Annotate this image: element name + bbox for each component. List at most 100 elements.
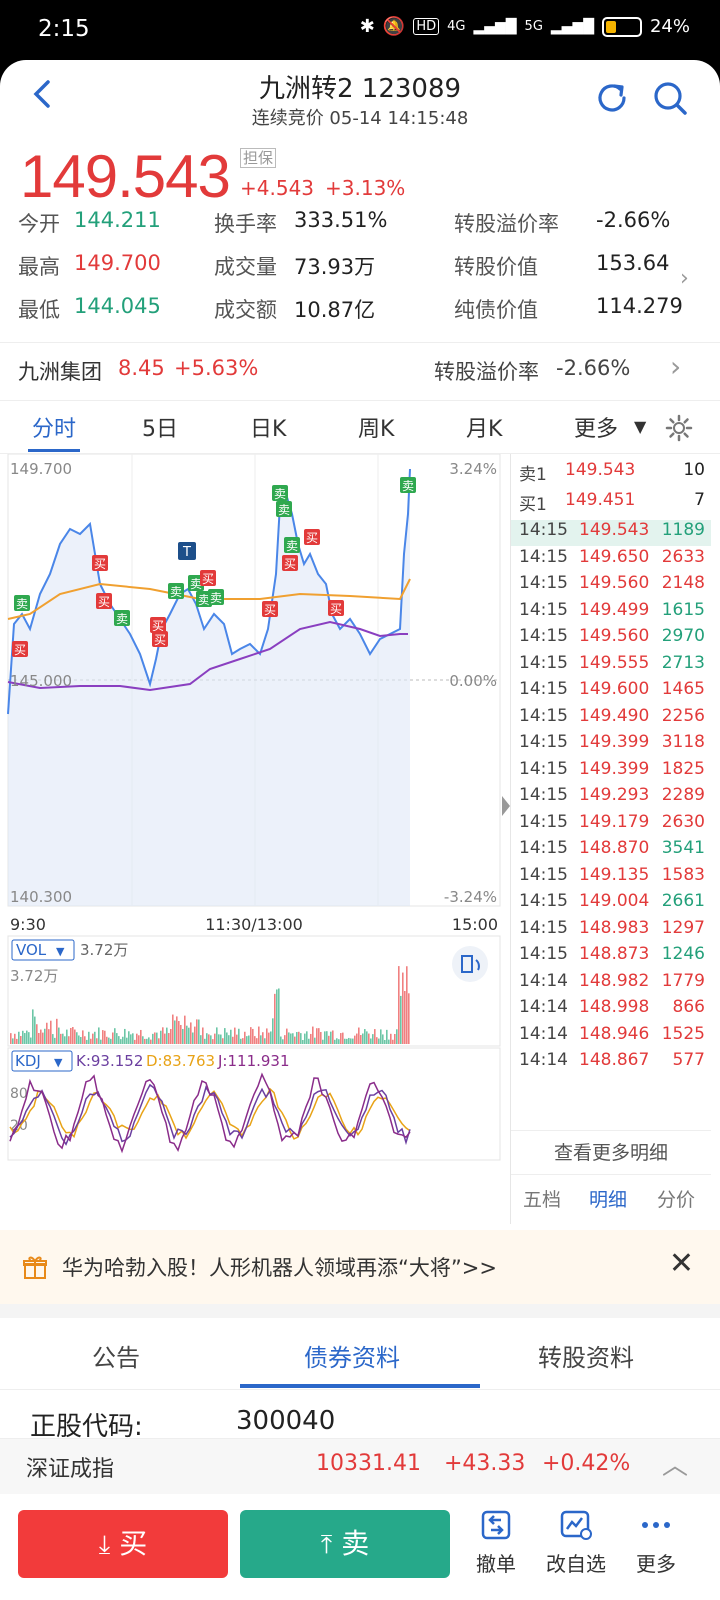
news-banner[interactable]: 华为哈勃入股！人形机器人领域再添“大将”>> ✕	[0, 1230, 720, 1304]
rotate-screen-icon[interactable]	[452, 946, 488, 982]
tick-row: 14:15 149.135 1583	[511, 865, 711, 891]
volume-bar	[340, 1033, 342, 1044]
close-icon[interactable]: ✕	[668, 1246, 694, 1281]
volume-bar	[90, 1038, 92, 1044]
quote-value: 114.279	[596, 294, 683, 318]
volume-bar	[408, 993, 410, 1044]
volume-bar	[30, 1037, 32, 1044]
tab-monthly[interactable]: 月K	[466, 417, 503, 442]
volume-bar	[344, 1038, 346, 1044]
volume-bar	[222, 1038, 224, 1044]
quote-label: 转股价值	[454, 255, 538, 279]
chevron-up-icon[interactable]: ︿	[662, 1451, 689, 1481]
last-price: 149.543	[20, 143, 231, 210]
tick-row: 14:15 149.293 2289	[511, 785, 711, 811]
dropdown-arrow-icon: ▼	[56, 945, 65, 958]
volume-bar	[64, 1036, 66, 1044]
quote-value: 149.700	[74, 251, 161, 275]
volume-bar	[154, 1032, 156, 1044]
more-details-link[interactable]: 查看更多明细	[511, 1130, 711, 1174]
index-ticker-bar[interactable]: 深证成指 10331.41 +43.33 +0.42% ︿	[0, 1438, 720, 1494]
volume-bar	[142, 1036, 144, 1044]
tab-conversion-info[interactable]: 转股资料	[538, 1344, 634, 1372]
dropdown-arrow-icon[interactable]: ▼	[634, 417, 647, 436]
signal-label: 买	[14, 643, 26, 657]
tick-price: 149.490	[579, 705, 650, 726]
volume-bar	[358, 1027, 360, 1044]
back-icon[interactable]	[24, 74, 64, 114]
buy-button[interactable]: ⤓ 买	[18, 1510, 228, 1578]
volume-bar	[22, 1030, 24, 1044]
cancel-order-button[interactable]: 撤单	[456, 1508, 536, 1577]
tick-price: 149.293	[579, 785, 650, 805]
volume-bar	[16, 1038, 18, 1044]
volume-bar	[130, 1034, 132, 1044]
volume-bar	[156, 1032, 158, 1044]
premium-value: -2.66%	[556, 356, 631, 380]
volume-bar	[194, 1026, 196, 1044]
tab-weekly[interactable]: 周K	[358, 417, 395, 442]
tab-announcements[interactable]: 公告	[92, 1344, 140, 1372]
sell-arrow-icon: ⤒	[320, 1530, 333, 1560]
volume-bar	[120, 1039, 122, 1044]
kdj-selector[interactable]	[11, 1050, 73, 1072]
tab-five-level[interactable]: 五档	[523, 1189, 562, 1211]
tab-detail[interactable]: 明细	[589, 1189, 628, 1211]
tick-volume: 2713	[661, 652, 705, 673]
volume-bar	[394, 1033, 396, 1044]
search-icon[interactable]	[650, 78, 690, 118]
tick-time: 14:15	[519, 891, 568, 911]
volume-bar	[382, 1034, 384, 1044]
tab-5day[interactable]: 5日	[142, 417, 178, 442]
volume-bar	[262, 1032, 264, 1044]
volume-bar	[114, 1028, 116, 1044]
volume-bar	[226, 1032, 228, 1044]
tab-bond-info[interactable]: 债券资料	[304, 1344, 400, 1372]
tick-price: 149.499	[579, 599, 650, 620]
buy-signal-marker: 买	[92, 555, 108, 571]
volume-bar	[228, 1035, 230, 1044]
volume-bar	[160, 1030, 162, 1044]
price-line	[7, 468, 411, 715]
volume-bar	[56, 1018, 58, 1044]
settings-gear-icon[interactable]	[664, 413, 694, 443]
tab-price-dist[interactable]: 分价	[657, 1189, 696, 1211]
tick-row: 14:14 148.982 1779	[511, 971, 711, 997]
volume-bar	[128, 1031, 130, 1044]
tick-price: 148.867	[579, 1050, 650, 1070]
tick-price: 148.983	[579, 917, 650, 938]
volume-bar	[122, 1036, 124, 1044]
volume-bar	[388, 1039, 390, 1044]
refresh-icon[interactable]	[592, 78, 632, 118]
tick-row: 14:15 149.543 1189	[511, 520, 711, 546]
volume-bar	[38, 1033, 40, 1044]
vol-selector[interactable]	[11, 939, 75, 961]
signal-label: 买	[330, 602, 342, 616]
tick-volume: 2148	[661, 573, 705, 593]
volume-bar	[294, 1036, 296, 1044]
volume-bar	[320, 1032, 322, 1044]
tab-daily[interactable]: 日K	[250, 417, 287, 442]
volume-bar	[44, 1028, 46, 1044]
volume-bar	[20, 1036, 22, 1044]
quote-value: 10.87亿	[294, 298, 376, 322]
volume-bar	[14, 1033, 16, 1044]
volume-bar	[132, 1033, 134, 1044]
edit-watchlist-button[interactable]: 改自选	[536, 1508, 616, 1577]
sell-button[interactable]: ⤒ 卖	[240, 1510, 450, 1578]
underlying-line	[7, 620, 408, 692]
hd-badge: HD	[413, 18, 440, 35]
bluetooth-icon: ✱	[359, 16, 375, 37]
tab-more[interactable]: 更多	[574, 417, 619, 442]
chevron-right-icon[interactable]: ›	[680, 266, 689, 291]
tab-intraday[interactable]: 分时	[32, 417, 77, 442]
tick-row: 14:15 149.004 2661	[511, 891, 711, 917]
volume-bar	[84, 1036, 86, 1044]
status-bar: 2:15 ✱ 🔕 HD 4G ▂▄▆█ 5G ▂▄▆█ 24%	[0, 0, 720, 60]
rotate-glyph	[461, 955, 480, 973]
volume-bar	[158, 1038, 160, 1044]
more-button[interactable]: 更多	[616, 1508, 696, 1577]
underlying-stock-row[interactable]: 九洲集团 8.45 +5.63% 转股溢价率 -2.66% ›	[0, 342, 720, 398]
